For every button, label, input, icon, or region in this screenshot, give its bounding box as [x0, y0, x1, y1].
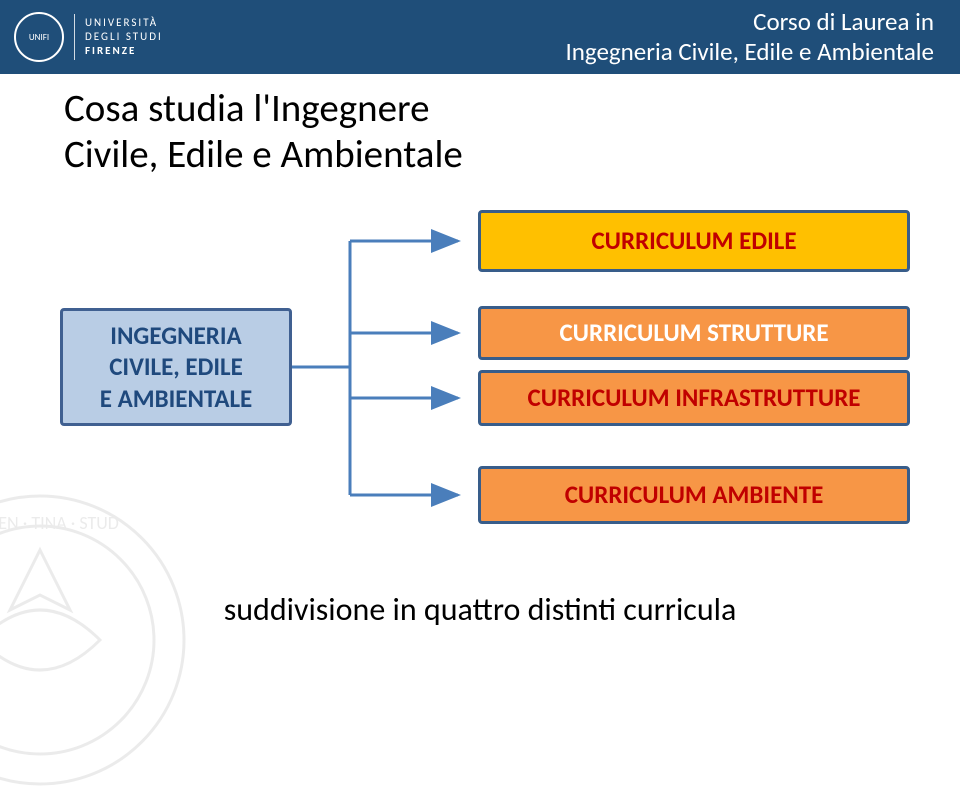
curriculum-diagram: INGEGNERIA CIVILE, EDILE E AMBIENTALE CU… — [60, 210, 930, 610]
page-title-line2: Civile, Edile e Ambientale — [64, 132, 463, 178]
node-curriculum-ambiente-label: CURRICULUM AMBIENTE — [565, 479, 824, 510]
node-ingegneria: INGEGNERIA CIVILE, EDILE E AMBIENTALE — [60, 308, 292, 426]
page-title: Cosa studia l'Ingegnere Civile, Edile e … — [64, 86, 463, 178]
node-curriculum-strutture: CURRICULUM STRUTTURE — [478, 306, 910, 360]
logo-divider — [74, 14, 75, 60]
university-name-line2: DEGLI STUDI — [85, 30, 163, 44]
footer-caption-text: suddivisione in quattro distinti curricu… — [224, 590, 737, 629]
node-curriculum-ambiente: CURRICULUM AMBIENTE — [478, 466, 910, 524]
node-ingegneria-line3: E AMBIENTALE — [100, 383, 253, 414]
header-banner: UNIFI UNIVERSITÀ DEGLI STUDI FIRENZE Cor… — [0, 0, 960, 74]
university-seal-icon: UNIFI — [14, 12, 64, 62]
node-curriculum-strutture-label: CURRICULUM STRUTTURE — [559, 317, 828, 348]
university-name: UNIVERSITÀ DEGLI STUDI FIRENZE — [85, 16, 163, 57]
node-curriculum-edile-label: CURRICULUM EDILE — [591, 225, 796, 256]
course-name-line2: Ingegneria Civile, Edile e Ambientale — [280, 37, 934, 67]
node-curriculum-infrastrutture: CURRICULUM INFRASTRUTTURE — [478, 370, 910, 426]
node-curriculum-infrastrutture-label: CURRICULUM INFRASTRUTTURE — [528, 382, 861, 413]
course-name: Corso di Laurea in Ingegneria Civile, Ed… — [280, 7, 960, 67]
page-title-line1: Cosa studia l'Ingegnere — [64, 86, 463, 132]
university-name-line3: FIRENZE — [85, 44, 163, 58]
course-name-line1: Corso di Laurea in — [280, 7, 934, 37]
node-ingegneria-line1: INGEGNERIA — [100, 320, 253, 351]
node-curriculum-edile: CURRICULUM EDILE — [478, 210, 910, 272]
node-ingegneria-line2: CIVILE, EDILE — [100, 351, 253, 382]
university-name-line1: UNIVERSITÀ — [85, 16, 163, 30]
university-logo: UNIFI UNIVERSITÀ DEGLI STUDI FIRENZE — [0, 0, 280, 74]
footer-caption: suddivisione in quattro distinti curricu… — [0, 590, 960, 629]
